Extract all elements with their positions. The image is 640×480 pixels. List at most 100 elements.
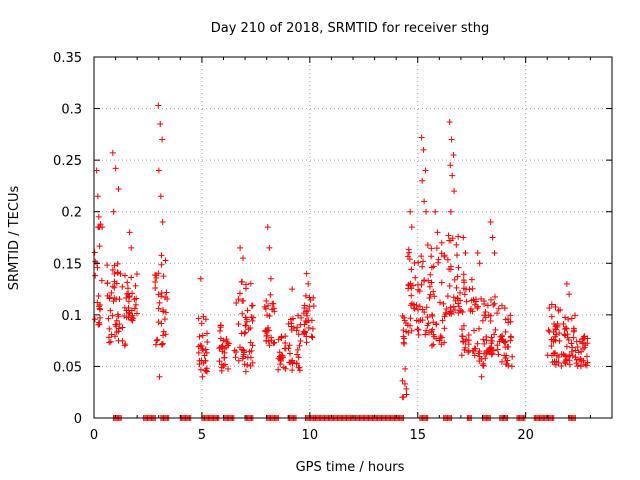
data-point xyxy=(401,340,408,347)
data-point xyxy=(306,303,313,310)
data-point xyxy=(310,303,317,310)
data-point xyxy=(125,285,132,292)
data-point xyxy=(133,310,140,317)
data-point xyxy=(442,309,449,316)
data-point xyxy=(295,331,302,338)
data-point xyxy=(221,345,228,352)
data-point xyxy=(308,317,315,324)
data-point xyxy=(294,346,301,353)
data-point xyxy=(421,198,428,205)
data-point xyxy=(474,249,481,256)
data-point xyxy=(125,309,132,316)
data-point xyxy=(460,285,467,292)
data-point xyxy=(402,365,409,372)
data-point xyxy=(305,324,312,331)
data-point xyxy=(407,302,414,309)
data-point xyxy=(552,333,559,340)
data-point xyxy=(433,335,440,342)
data-point xyxy=(431,293,438,300)
data-point xyxy=(447,266,454,273)
data-point xyxy=(556,330,563,337)
data-point xyxy=(245,326,252,333)
data-point xyxy=(578,357,585,364)
data-point xyxy=(455,264,462,271)
data-point xyxy=(484,302,491,309)
data-point xyxy=(429,326,436,333)
data-point xyxy=(152,279,159,286)
data-point xyxy=(434,229,441,236)
data-point xyxy=(453,252,460,259)
y-tick-label: 0 xyxy=(74,412,82,427)
data-point xyxy=(438,279,445,286)
data-point xyxy=(465,337,472,344)
data-point xyxy=(563,356,570,363)
data-point xyxy=(92,272,99,279)
data-point xyxy=(123,314,130,321)
data-point xyxy=(164,296,171,303)
data-point xyxy=(456,289,463,296)
data-point xyxy=(297,338,304,345)
data-point xyxy=(410,305,417,312)
data-point xyxy=(263,298,270,305)
data-point xyxy=(271,339,278,346)
data-point xyxy=(249,317,256,324)
data-point xyxy=(196,333,203,340)
x-tick-label: 0 xyxy=(90,428,98,443)
data-point xyxy=(265,302,272,309)
data-point xyxy=(407,208,414,215)
data-point xyxy=(565,336,572,343)
y-tick-label: 0.15 xyxy=(53,257,82,272)
data-point xyxy=(310,294,317,301)
data-point xyxy=(450,303,457,310)
x-axis-label: GPS time / hours xyxy=(296,460,405,475)
data-point xyxy=(217,335,224,342)
data-point xyxy=(428,279,435,286)
data-point xyxy=(112,165,119,172)
data-point xyxy=(569,352,576,359)
data-point xyxy=(444,293,451,300)
data-point xyxy=(128,274,135,281)
data-point xyxy=(96,305,103,312)
data-point xyxy=(430,341,437,348)
data-point xyxy=(294,324,301,331)
data-point xyxy=(263,332,270,339)
data-point xyxy=(107,307,114,314)
data-point xyxy=(468,297,475,304)
data-point xyxy=(216,358,223,365)
data-point xyxy=(494,346,501,353)
data-point xyxy=(158,341,165,348)
data-point xyxy=(573,360,580,367)
data-point xyxy=(303,308,310,315)
data-point xyxy=(441,253,448,260)
data-point xyxy=(195,349,202,356)
data-point xyxy=(459,309,466,316)
data-point xyxy=(502,344,509,351)
data-point xyxy=(574,344,581,351)
data-point xyxy=(445,232,452,239)
data-point xyxy=(408,224,415,231)
data-point xyxy=(296,367,303,374)
data-point xyxy=(261,303,268,310)
data-point xyxy=(119,337,126,344)
data-point xyxy=(158,261,165,268)
data-point xyxy=(119,283,126,290)
data-point xyxy=(200,313,207,320)
data-point xyxy=(401,317,408,324)
data-point xyxy=(509,353,516,360)
data-point xyxy=(414,326,421,333)
data-point xyxy=(152,341,159,348)
data-point xyxy=(427,291,434,298)
data-point xyxy=(411,305,418,312)
data-point xyxy=(157,193,164,200)
data-point xyxy=(285,320,292,327)
y-axis-label: SRMTID / TECUs xyxy=(7,186,22,291)
data-point xyxy=(122,341,129,348)
data-point xyxy=(412,274,419,281)
data-point xyxy=(195,315,202,322)
data-point xyxy=(155,270,162,277)
data-point xyxy=(447,162,454,169)
data-point xyxy=(309,325,316,332)
data-point xyxy=(121,313,128,320)
